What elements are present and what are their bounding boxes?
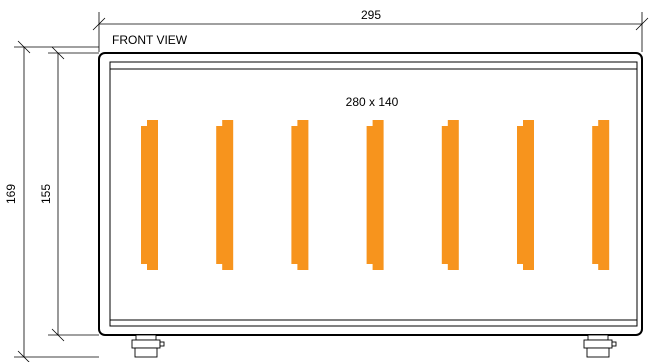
- width-dimension: [92, 12, 649, 52]
- overall-width-label: 295: [361, 8, 381, 22]
- outer-frame: [98, 52, 643, 336]
- bars-group: [141, 120, 610, 270]
- inner-panel: [109, 61, 638, 327]
- bar-4: [366, 120, 384, 270]
- overall-height-label: 169: [4, 184, 18, 204]
- opening-size-label: 280 x 140: [346, 95, 399, 109]
- bar-6: [517, 120, 534, 270]
- body-height-dimension: [48, 46, 99, 342]
- view-label: FRONT VIEW: [112, 33, 188, 47]
- bar-3: [291, 120, 309, 270]
- overall-height-dimension: [14, 40, 99, 362]
- bar-1: [141, 120, 158, 270]
- foot-1: [131, 334, 165, 358]
- body-height-label: 155: [39, 184, 53, 204]
- foot-2: [583, 334, 617, 358]
- bar-7: [592, 120, 610, 270]
- bar-2: [216, 120, 234, 270]
- feet-group: [131, 334, 617, 358]
- bar-5: [441, 120, 459, 270]
